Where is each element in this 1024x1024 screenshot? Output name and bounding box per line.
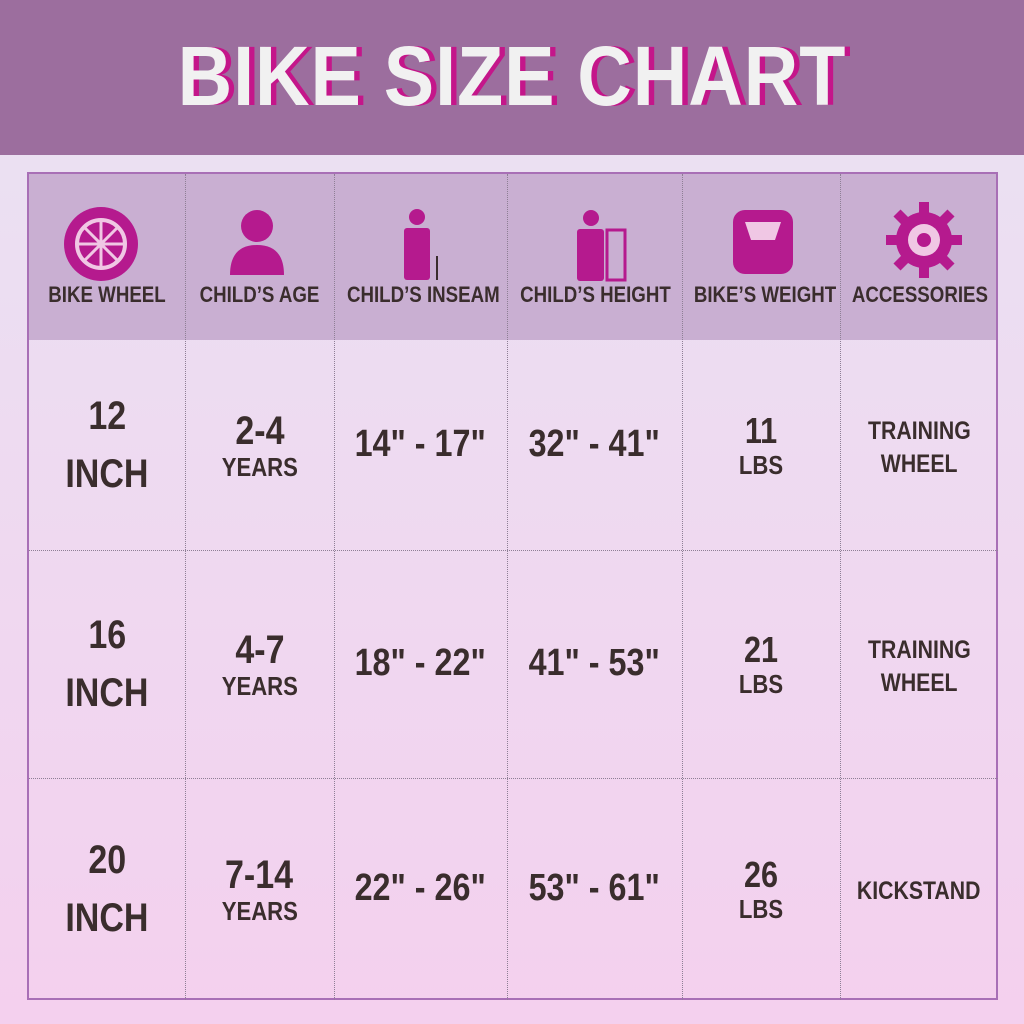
- table-cell: 53" - 61": [507, 778, 682, 1000]
- table-cell: 16 INCH: [29, 550, 185, 778]
- cell-text: LBS: [738, 449, 784, 480]
- cell-text: KICKSTAND: [857, 877, 981, 906]
- cell-text: YEARS: [221, 895, 298, 926]
- table-cell: 22" - 26": [334, 778, 507, 1000]
- row-divider: [29, 778, 998, 779]
- cell-text: 18" - 22": [354, 642, 487, 685]
- cell-text: 20: [88, 838, 126, 882]
- table-cell: 7-14 YEARS: [185, 778, 334, 1000]
- column-header: CHILD’S HEIGHT: [520, 282, 671, 307]
- column-header: ACCESSORIES: [851, 282, 988, 307]
- column-header: CHILD’S AGE: [199, 282, 320, 307]
- cell-text: 26: [743, 853, 779, 895]
- cell-text: WHEEL: [880, 669, 958, 697]
- cell-text: 2-4: [234, 408, 285, 453]
- table-cell: KICKSTAND: [840, 778, 998, 1000]
- table-cell: 4-7 YEARS: [185, 550, 334, 778]
- cell-text: TRAINING: [867, 635, 971, 664]
- cell-text: LBS: [738, 668, 784, 699]
- cell-text: 14" - 17": [354, 423, 487, 466]
- table-cell: 20 INCH: [29, 778, 185, 1000]
- table-cell: 41" - 53": [507, 550, 682, 778]
- person-icon: [230, 210, 284, 275]
- cell-text: TRAINING: [867, 416, 971, 445]
- table-cell: 32" - 41": [507, 340, 682, 550]
- cell-text: 4-7: [234, 627, 285, 672]
- table-cell: TRAINING WHEEL: [840, 550, 998, 778]
- table-cell: 2-4 YEARS: [185, 340, 334, 550]
- cell-text: INCH: [65, 452, 149, 496]
- table-cell: 12 INCH: [29, 340, 185, 550]
- title: BIKE SIZE CHART: [177, 29, 847, 123]
- cell-text: LBS: [738, 893, 784, 924]
- row-divider: [29, 550, 998, 551]
- table-cell: 21 LBS: [682, 550, 840, 778]
- gear-icon: [886, 202, 962, 278]
- table-cell: 26 LBS: [682, 778, 840, 1000]
- cell-text: YEARS: [221, 670, 298, 701]
- cell-text: YEARS: [221, 451, 298, 482]
- cell-text: INCH: [65, 896, 149, 940]
- table-cell: 14" - 17": [334, 340, 507, 550]
- cell-text: 7-14: [225, 852, 294, 897]
- cell-text: 21: [743, 628, 779, 670]
- column-divider: [682, 174, 683, 1000]
- inseam-icon: [404, 209, 438, 280]
- cell-text: 11: [744, 409, 778, 451]
- cell-text: INCH: [65, 671, 149, 715]
- table-cell: 11 LBS: [682, 340, 840, 550]
- column-divider: [840, 174, 841, 1000]
- column-divider: [334, 174, 335, 1000]
- column-divider: [507, 174, 508, 1000]
- table-header: [29, 174, 996, 340]
- column-header: BIKE’S WEIGHT: [693, 282, 837, 307]
- wheel-icon: [64, 207, 138, 281]
- table: BIKE WHEEL CHILD’S AGE CHILD’S INSEAM CHILD…: [27, 172, 998, 1000]
- column-header: BIKE WHEEL: [48, 282, 166, 307]
- column-divider: [185, 174, 186, 1000]
- height-icon: [577, 210, 627, 282]
- title-band: [0, 0, 1024, 155]
- cell-text: 16: [88, 613, 126, 657]
- column-header: CHILD’S INSEAM: [346, 282, 500, 307]
- cell-text: 22" - 26": [354, 867, 487, 910]
- cell-text: 12: [88, 394, 126, 438]
- scale-icon: [733, 210, 793, 274]
- cell-text: WHEEL: [880, 450, 958, 478]
- cell-text: 41" - 53": [528, 642, 661, 685]
- table-cell: 18" - 22": [334, 550, 507, 778]
- cell-text: 53" - 61": [528, 867, 661, 910]
- table-cell: TRAINING WHEEL: [840, 340, 998, 550]
- cell-text: 32" - 41": [528, 423, 661, 466]
